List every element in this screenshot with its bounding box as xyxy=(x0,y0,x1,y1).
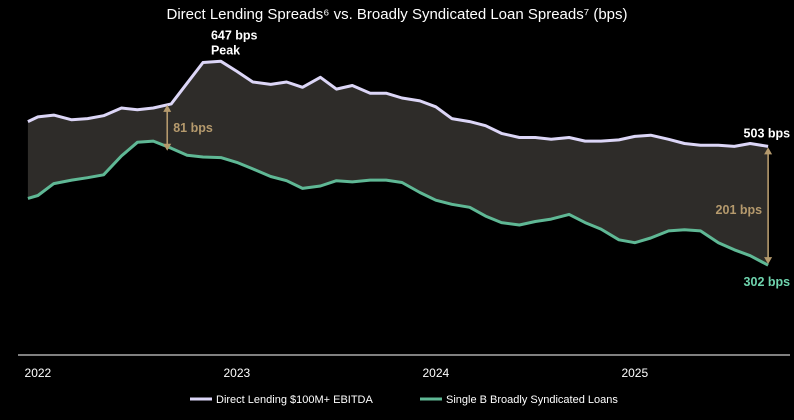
spread-gap-band xyxy=(27,61,769,266)
legend-label: Direct Lending $100M+ EBITDA xyxy=(216,394,373,406)
single-b-bsl-line xyxy=(27,139,769,267)
x-tick-label: 2022 xyxy=(25,366,52,380)
gap-arrow-2022 xyxy=(163,104,172,151)
direct-lending-end-label: 503 bps xyxy=(744,126,791,140)
x-tick-label: 2023 xyxy=(224,366,251,380)
single-b-end-label: 302 bps xyxy=(744,275,791,289)
legend-label: Single B Broadly Syndicated Loans xyxy=(446,394,618,406)
legend-item-direct-lending: Direct Lending $100M+ EBITDA xyxy=(190,394,373,406)
x-tick-label: 2025 xyxy=(621,366,648,380)
peak-value-label: 647 bps xyxy=(211,28,258,42)
peak-label: Peak xyxy=(211,43,240,57)
chart-title: Direct Lending Spreads⁶ vs. Broadly Synd… xyxy=(166,6,627,23)
gap-arrow-2025 xyxy=(764,147,773,265)
x-tick-label: 2024 xyxy=(422,366,449,380)
gap-2025-label: 201 bps xyxy=(716,203,763,217)
gap-2022-label: 81 bps xyxy=(173,121,213,135)
direct-lending-line xyxy=(27,59,769,148)
legend-item-single-b-bsl: Single B Broadly Syndicated Loans xyxy=(420,394,618,406)
